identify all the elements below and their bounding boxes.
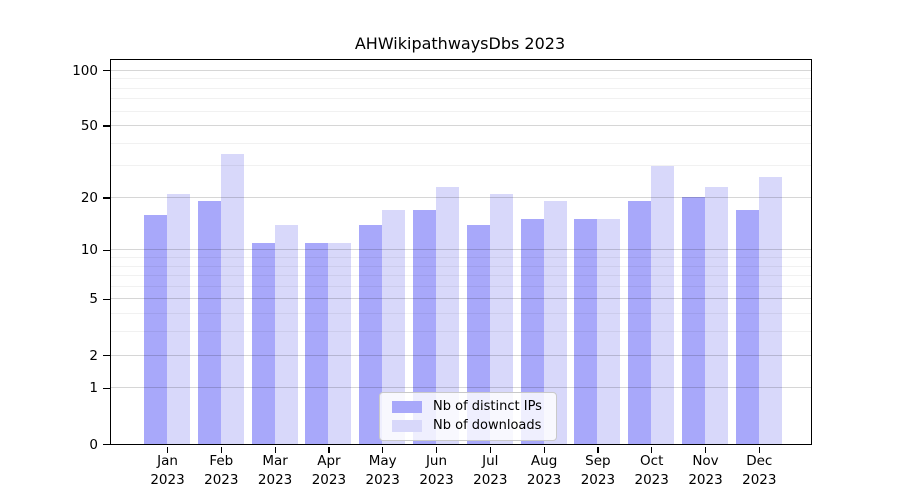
major-gridline	[111, 354, 811, 356]
minor-gridline	[111, 331, 811, 333]
bar-distinct-ips-mar	[251, 242, 275, 444]
y-tick-label: 2	[89, 347, 98, 364]
minor-gridline	[111, 275, 811, 277]
bar-downloads-apr	[328, 242, 352, 444]
y-tick-mark	[103, 70, 110, 72]
bar-distinct-ips-feb	[197, 201, 221, 444]
y-tick-mark	[103, 354, 110, 357]
y-tick-mark	[103, 298, 110, 301]
legend: Nb of distinct IPs Nb of downloads	[379, 392, 557, 441]
bar-downloads-feb	[220, 153, 244, 444]
x-tick-label-jul: Jul 2023	[473, 453, 508, 488]
y-tick-mark	[103, 443, 110, 446]
minor-gridline	[111, 98, 811, 100]
x-tick-label-apr: Apr 2023	[311, 453, 347, 488]
bar-downloads-jun	[436, 186, 459, 444]
minor-gridline	[111, 285, 811, 287]
bar-distinct-ips-jun	[413, 209, 436, 444]
y-tick-label: 10	[80, 242, 98, 259]
y-tick-mark	[103, 387, 110, 390]
x-tick-label-nov: Nov 2023	[688, 453, 723, 488]
y-tick-label: 0	[89, 436, 98, 453]
bar-distinct-ips-jan	[144, 214, 167, 444]
legend-label-downloads: Nb of downloads	[433, 418, 542, 433]
minor-gridline	[111, 257, 811, 258]
bar-downloads-dec	[758, 177, 782, 444]
minor-gridline	[111, 78, 811, 80]
x-tick-label-jun: Jun 2023	[419, 453, 454, 488]
x-tick-label-oct: Oct 2023	[634, 453, 669, 488]
major-gridline	[111, 69, 811, 71]
x-tick-mark	[220, 446, 222, 453]
chart-title: AHWikipathwaysDbs 2023	[354, 34, 566, 53]
bar-distinct-ips-dec	[735, 209, 759, 444]
plot-area: Nb of distinct IPs Nb of downloads	[110, 59, 812, 445]
x-tick-label-mar: Mar 2023	[257, 453, 293, 488]
x-tick-label-dec: Dec 2023	[742, 453, 777, 488]
bar-distinct-ips-aug	[520, 219, 544, 444]
legend-label-distinct-ips: Nb of distinct IPs	[433, 399, 542, 414]
x-tick-label-jan: Jan 2023	[150, 453, 185, 488]
bar-downloads-aug	[543, 201, 567, 444]
x-tick-mark	[382, 446, 384, 453]
x-tick-label-feb: Feb 2023	[204, 453, 239, 488]
y-tick-mark	[103, 197, 110, 199]
major-gridline	[111, 387, 811, 389]
legend-item-downloads: Nb of downloads	[392, 418, 542, 434]
major-gridline	[111, 298, 811, 300]
minor-gridline	[111, 142, 811, 144]
bar-distinct-ips-nov	[682, 197, 705, 444]
y-tick-label: 1	[89, 380, 98, 397]
x-tick-mark	[758, 446, 760, 453]
x-tick-mark	[704, 446, 707, 453]
x-tick-mark	[274, 446, 276, 453]
x-tick-mark	[328, 446, 330, 453]
x-tick-mark	[543, 446, 545, 453]
major-gridline	[111, 125, 811, 126]
bar-downloads-nov	[705, 186, 728, 444]
y-tick-label: 100	[72, 62, 98, 79]
legend-item-distinct-ips: Nb of distinct IPs	[392, 399, 542, 415]
bar-distinct-ips-may	[359, 224, 383, 444]
x-tick-mark	[489, 446, 491, 453]
bar-downloads-mar	[274, 224, 298, 444]
major-gridline	[111, 196, 811, 198]
minor-gridline	[111, 313, 811, 315]
y-tick-label: 5	[89, 291, 98, 308]
x-tick-label-aug: Aug 2023	[526, 453, 562, 488]
y-tick-mark	[103, 125, 110, 127]
x-tick-label-may: May 2023	[365, 453, 400, 488]
minor-gridline	[111, 265, 811, 267]
bar-distinct-ips-sep	[574, 219, 598, 444]
x-tick-label-sep: Sep 2023	[580, 453, 616, 488]
major-gridline	[111, 249, 811, 251]
x-tick-mark	[597, 446, 599, 453]
bar-downloads-oct	[651, 165, 675, 444]
legend-swatch-downloads	[392, 420, 422, 432]
minor-gridline	[111, 165, 811, 167]
bar-distinct-ips-oct	[628, 201, 652, 444]
x-tick-mark	[651, 446, 653, 453]
y-tick-label: 50	[80, 118, 98, 134]
bar-downloads-may	[382, 209, 406, 444]
x-tick-mark	[435, 446, 438, 453]
minor-gridline	[111, 110, 811, 112]
bar-downloads-jan	[167, 193, 190, 444]
legend-swatch-distinct-ips	[392, 401, 422, 413]
bar-downloads-jul	[489, 193, 513, 444]
y-tick-mark	[103, 249, 110, 251]
bar-distinct-ips-jul	[466, 224, 490, 444]
x-tick-mark	[166, 446, 169, 453]
bar-distinct-ips-apr	[305, 242, 329, 444]
bar-downloads-sep	[597, 219, 621, 444]
y-tick-label: 20	[80, 189, 98, 206]
minor-gridline	[111, 87, 811, 89]
